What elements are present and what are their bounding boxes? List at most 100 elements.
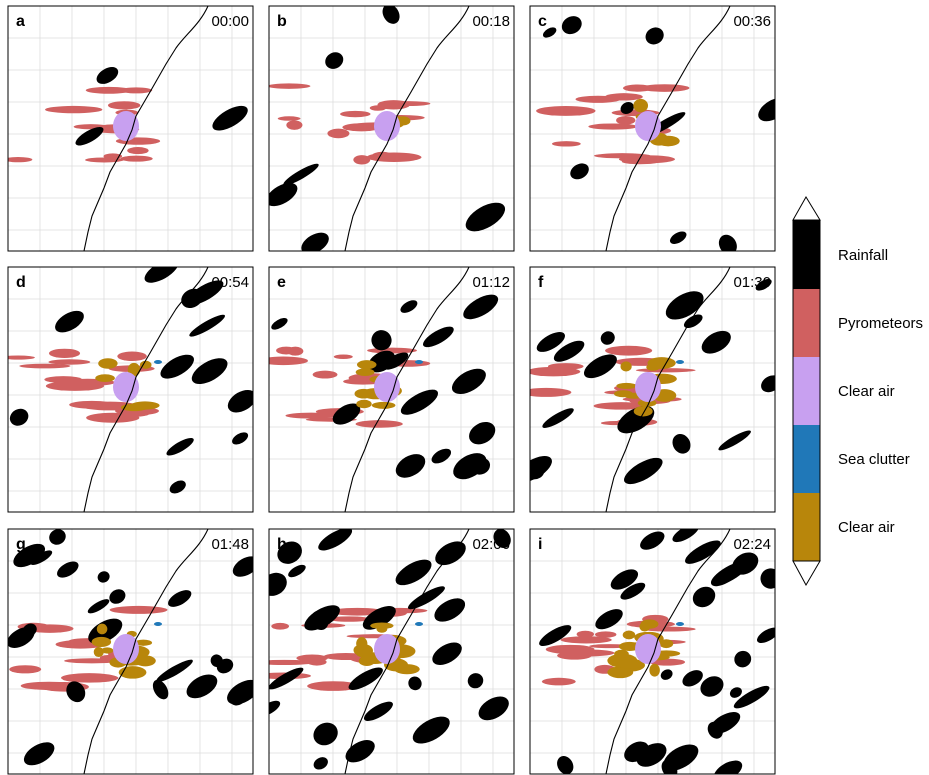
echo (120, 156, 152, 162)
echo (287, 347, 303, 356)
panel-content (530, 6, 793, 258)
echo (98, 358, 117, 368)
panel-label: f (538, 274, 544, 291)
panel-content (255, 524, 514, 774)
echo (61, 673, 117, 683)
echo (188, 353, 232, 389)
echo (372, 402, 396, 409)
echo (548, 363, 584, 370)
echo (374, 634, 400, 664)
echo (682, 536, 724, 568)
echo (715, 231, 740, 258)
echo (154, 360, 162, 364)
echo (7, 405, 32, 429)
echo (97, 624, 108, 635)
echo (120, 87, 152, 93)
echo (406, 674, 424, 693)
echo (670, 521, 702, 546)
echo (359, 656, 375, 666)
echo (130, 401, 159, 409)
echo (448, 364, 490, 400)
panel-time: 01:12 (472, 274, 510, 291)
panel-time: 00:00 (211, 13, 249, 30)
echo (108, 101, 140, 109)
echo (315, 524, 355, 555)
panel-label: b (277, 13, 287, 30)
panel-label: a (16, 13, 25, 30)
echo (92, 637, 111, 647)
echo (327, 129, 349, 139)
panel-time: 02:24 (733, 536, 771, 553)
echo (430, 593, 469, 626)
echo (257, 568, 291, 600)
panel-time: 01:48 (211, 536, 249, 553)
colorbar-top-arrow (793, 197, 820, 220)
echo (461, 197, 510, 237)
echo (182, 670, 221, 704)
echo (167, 478, 188, 496)
echo (48, 359, 90, 364)
echo (229, 552, 262, 581)
echo (135, 655, 156, 666)
echo (224, 385, 260, 417)
legend-label: Pyrometeors (838, 315, 923, 332)
panel-time: 02:06 (472, 536, 510, 553)
echo (676, 622, 684, 626)
panel-content (262, 1, 514, 258)
echo (676, 360, 684, 364)
echo (633, 99, 648, 112)
echo (592, 605, 626, 633)
echo (657, 136, 680, 147)
echo (269, 316, 289, 332)
panel-label: d (16, 274, 26, 291)
echo (157, 350, 198, 384)
echo (164, 435, 196, 459)
echo (51, 306, 87, 336)
echo (286, 120, 302, 129)
echo (361, 698, 395, 725)
echo (642, 24, 666, 48)
echo (141, 254, 182, 287)
echo (620, 453, 666, 489)
colorbar-segment (793, 289, 820, 357)
echo (397, 385, 441, 420)
echo (668, 229, 689, 247)
echo (689, 583, 719, 611)
echo (113, 111, 139, 141)
echo (353, 155, 370, 164)
echo (559, 13, 585, 38)
echo (296, 655, 327, 662)
echo (521, 388, 571, 397)
echo (649, 664, 659, 677)
echo (101, 647, 113, 653)
echo (49, 349, 80, 358)
colorbar-segment (793, 493, 820, 561)
echo (113, 634, 139, 664)
echo (9, 665, 41, 673)
echo (588, 123, 637, 129)
panel-label: c (538, 13, 547, 30)
panel-content (3, 526, 263, 774)
echo (110, 606, 168, 614)
echo (86, 597, 111, 616)
colorbar-segment (793, 357, 820, 425)
legend-label: Clear air (838, 519, 895, 536)
echo (757, 565, 785, 593)
colorbar-bottom-arrow (793, 561, 820, 585)
echo (357, 360, 377, 369)
echo (598, 329, 617, 348)
echo (429, 638, 466, 670)
panel-time: 00:18 (472, 13, 510, 30)
echo (731, 648, 754, 671)
panel-content (511, 267, 784, 512)
echo (648, 357, 676, 369)
echo (209, 101, 252, 135)
echo (595, 631, 616, 637)
echo (278, 116, 301, 120)
echo (415, 622, 423, 626)
panel: c00:36 (530, 6, 793, 258)
echo (322, 49, 346, 72)
echo (113, 372, 139, 402)
echo (187, 312, 227, 340)
